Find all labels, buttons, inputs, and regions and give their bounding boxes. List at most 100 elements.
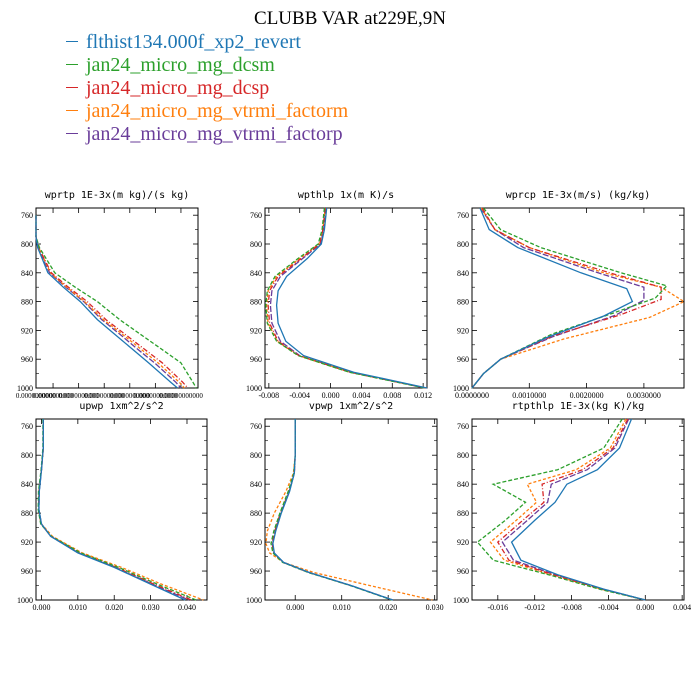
- x-tick-label: 0.0000000000: [33, 392, 74, 400]
- series-line: [38, 419, 186, 601]
- y-tick-label: 960: [457, 567, 469, 576]
- x-tick-label: -0.004: [289, 391, 310, 400]
- y-tick-label: 840: [250, 480, 262, 489]
- x-tick-label: -0.004: [598, 603, 619, 612]
- y-tick-label: 760: [457, 422, 469, 431]
- y-tick-label: 840: [250, 269, 262, 278]
- y-tick-label: 880: [21, 509, 33, 518]
- series-line: [476, 418, 646, 601]
- legend-line-icon: [66, 63, 78, 65]
- x-tick-label: 0.000: [286, 603, 304, 612]
- plot-frame: [264, 207, 428, 389]
- plot-title: wpthlp 1x(m K)/s: [298, 190, 394, 201]
- x-tick-label: 0.020: [379, 603, 397, 612]
- y-tick-label: 800: [21, 240, 33, 249]
- x-tick-label: 0.008: [383, 391, 401, 400]
- x-tick-label: 0.00000000000: [133, 392, 177, 400]
- x-tick-label: 0.010: [69, 603, 87, 612]
- y-tick-label: 840: [457, 269, 469, 278]
- legend-item: jan24_micro_mg_dcsp: [66, 77, 348, 100]
- series-line: [471, 207, 662, 389]
- x-tick-label: 0.0010000: [512, 391, 546, 400]
- y-tick-label: 840: [457, 480, 469, 489]
- x-tick-label: 0.040: [178, 603, 196, 612]
- y-tick-label: 880: [250, 509, 262, 518]
- y-tick-label: 800: [457, 451, 469, 460]
- x-tick-label: -0.008: [259, 391, 280, 400]
- legend-line-icon: [66, 40, 78, 42]
- y-tick-label: 1000: [17, 596, 33, 605]
- y-tick-label: 920: [457, 538, 469, 547]
- x-tick-label: 0.020: [105, 603, 123, 612]
- legend-item: flthist134.000f_xp2_revert: [66, 31, 348, 54]
- x-tick-label: 0.030: [142, 603, 160, 612]
- legend-label: jan24_micro_mg_vtrmi_factorm: [86, 100, 349, 122]
- x-tick-label: 0.0000000000: [16, 392, 57, 400]
- legend-label: jan24_micro_mg_vtrmi_factorp: [86, 123, 343, 145]
- legend-line-icon: [66, 86, 78, 88]
- series-line: [37, 419, 192, 601]
- y-tick-label: 880: [21, 298, 33, 307]
- series-line: [269, 207, 426, 389]
- series-line: [35, 215, 189, 389]
- y-tick-label: 960: [21, 567, 33, 576]
- series-line: [510, 418, 646, 601]
- x-tick-label: 0.000: [32, 603, 50, 612]
- y-tick-label: 960: [250, 355, 262, 364]
- y-tick-label: 1000: [453, 384, 469, 393]
- y-tick-label: 920: [457, 326, 469, 335]
- series-line: [272, 419, 394, 601]
- plot-frame: [471, 418, 685, 601]
- legend-line-icon: [66, 109, 78, 111]
- series-line: [265, 207, 425, 389]
- y-tick-label: 800: [250, 451, 262, 460]
- series-line: [265, 207, 427, 389]
- y-tick-label: 880: [457, 298, 469, 307]
- y-tick-label: 1000: [453, 596, 469, 605]
- plot-title: rtpthlp 1E-3x(kg K)/kg: [512, 401, 644, 412]
- series-line: [471, 207, 634, 389]
- legend: flthist134.000f_xp2_revert jan24_micro_m…: [66, 31, 348, 146]
- plot-frame: [35, 207, 199, 389]
- legend-label: flthist134.000f_xp2_revert: [86, 31, 301, 53]
- legend-line-icon: [66, 132, 78, 134]
- series-line: [35, 215, 178, 389]
- x-tick-label: 0.012: [414, 391, 432, 400]
- series-line: [267, 207, 426, 389]
- x-tick-label: -0.008: [561, 603, 582, 612]
- y-tick-label: 760: [21, 422, 33, 431]
- x-tick-label: 0.0030000: [627, 391, 661, 400]
- x-tick-label: 0.0000000000: [84, 392, 125, 400]
- y-tick-label: 840: [21, 269, 33, 278]
- x-tick-label: 0.0000000: [455, 391, 489, 400]
- plot-frame: [264, 418, 438, 601]
- plot-frame: [35, 418, 208, 601]
- y-tick-label: 920: [21, 326, 33, 335]
- y-tick-label: 800: [457, 240, 469, 249]
- series-line: [265, 419, 433, 601]
- y-tick-label: 920: [250, 538, 262, 547]
- plot-frame: [471, 207, 685, 389]
- series-line: [275, 207, 428, 389]
- series-line: [471, 207, 669, 389]
- legend-item: jan24_micro_mg_vtrmi_factorm: [66, 100, 348, 123]
- x-tick-label: 0.00000000000: [159, 392, 203, 400]
- y-tick-label: 880: [457, 509, 469, 518]
- y-tick-label: 760: [250, 422, 262, 431]
- plot-title: wprcp 1E-3x(m/s) (kg/kg): [506, 190, 651, 201]
- x-tick-label: 0.004: [352, 391, 370, 400]
- plot-title: vpwp 1xm^2/s^2: [309, 401, 393, 412]
- x-tick-label: 0.0020000: [570, 391, 604, 400]
- series-line: [270, 419, 393, 601]
- y-tick-label: 1000: [246, 596, 262, 605]
- x-tick-label: 0.0000000000: [59, 392, 100, 400]
- y-tick-label: 760: [250, 211, 262, 220]
- series-line: [38, 419, 190, 601]
- x-tick-label: 0.0000000000: [110, 392, 151, 400]
- series-line: [271, 419, 394, 601]
- series-line: [501, 418, 646, 601]
- series-line: [271, 419, 393, 601]
- y-tick-label: 920: [250, 326, 262, 335]
- series-line: [35, 215, 182, 389]
